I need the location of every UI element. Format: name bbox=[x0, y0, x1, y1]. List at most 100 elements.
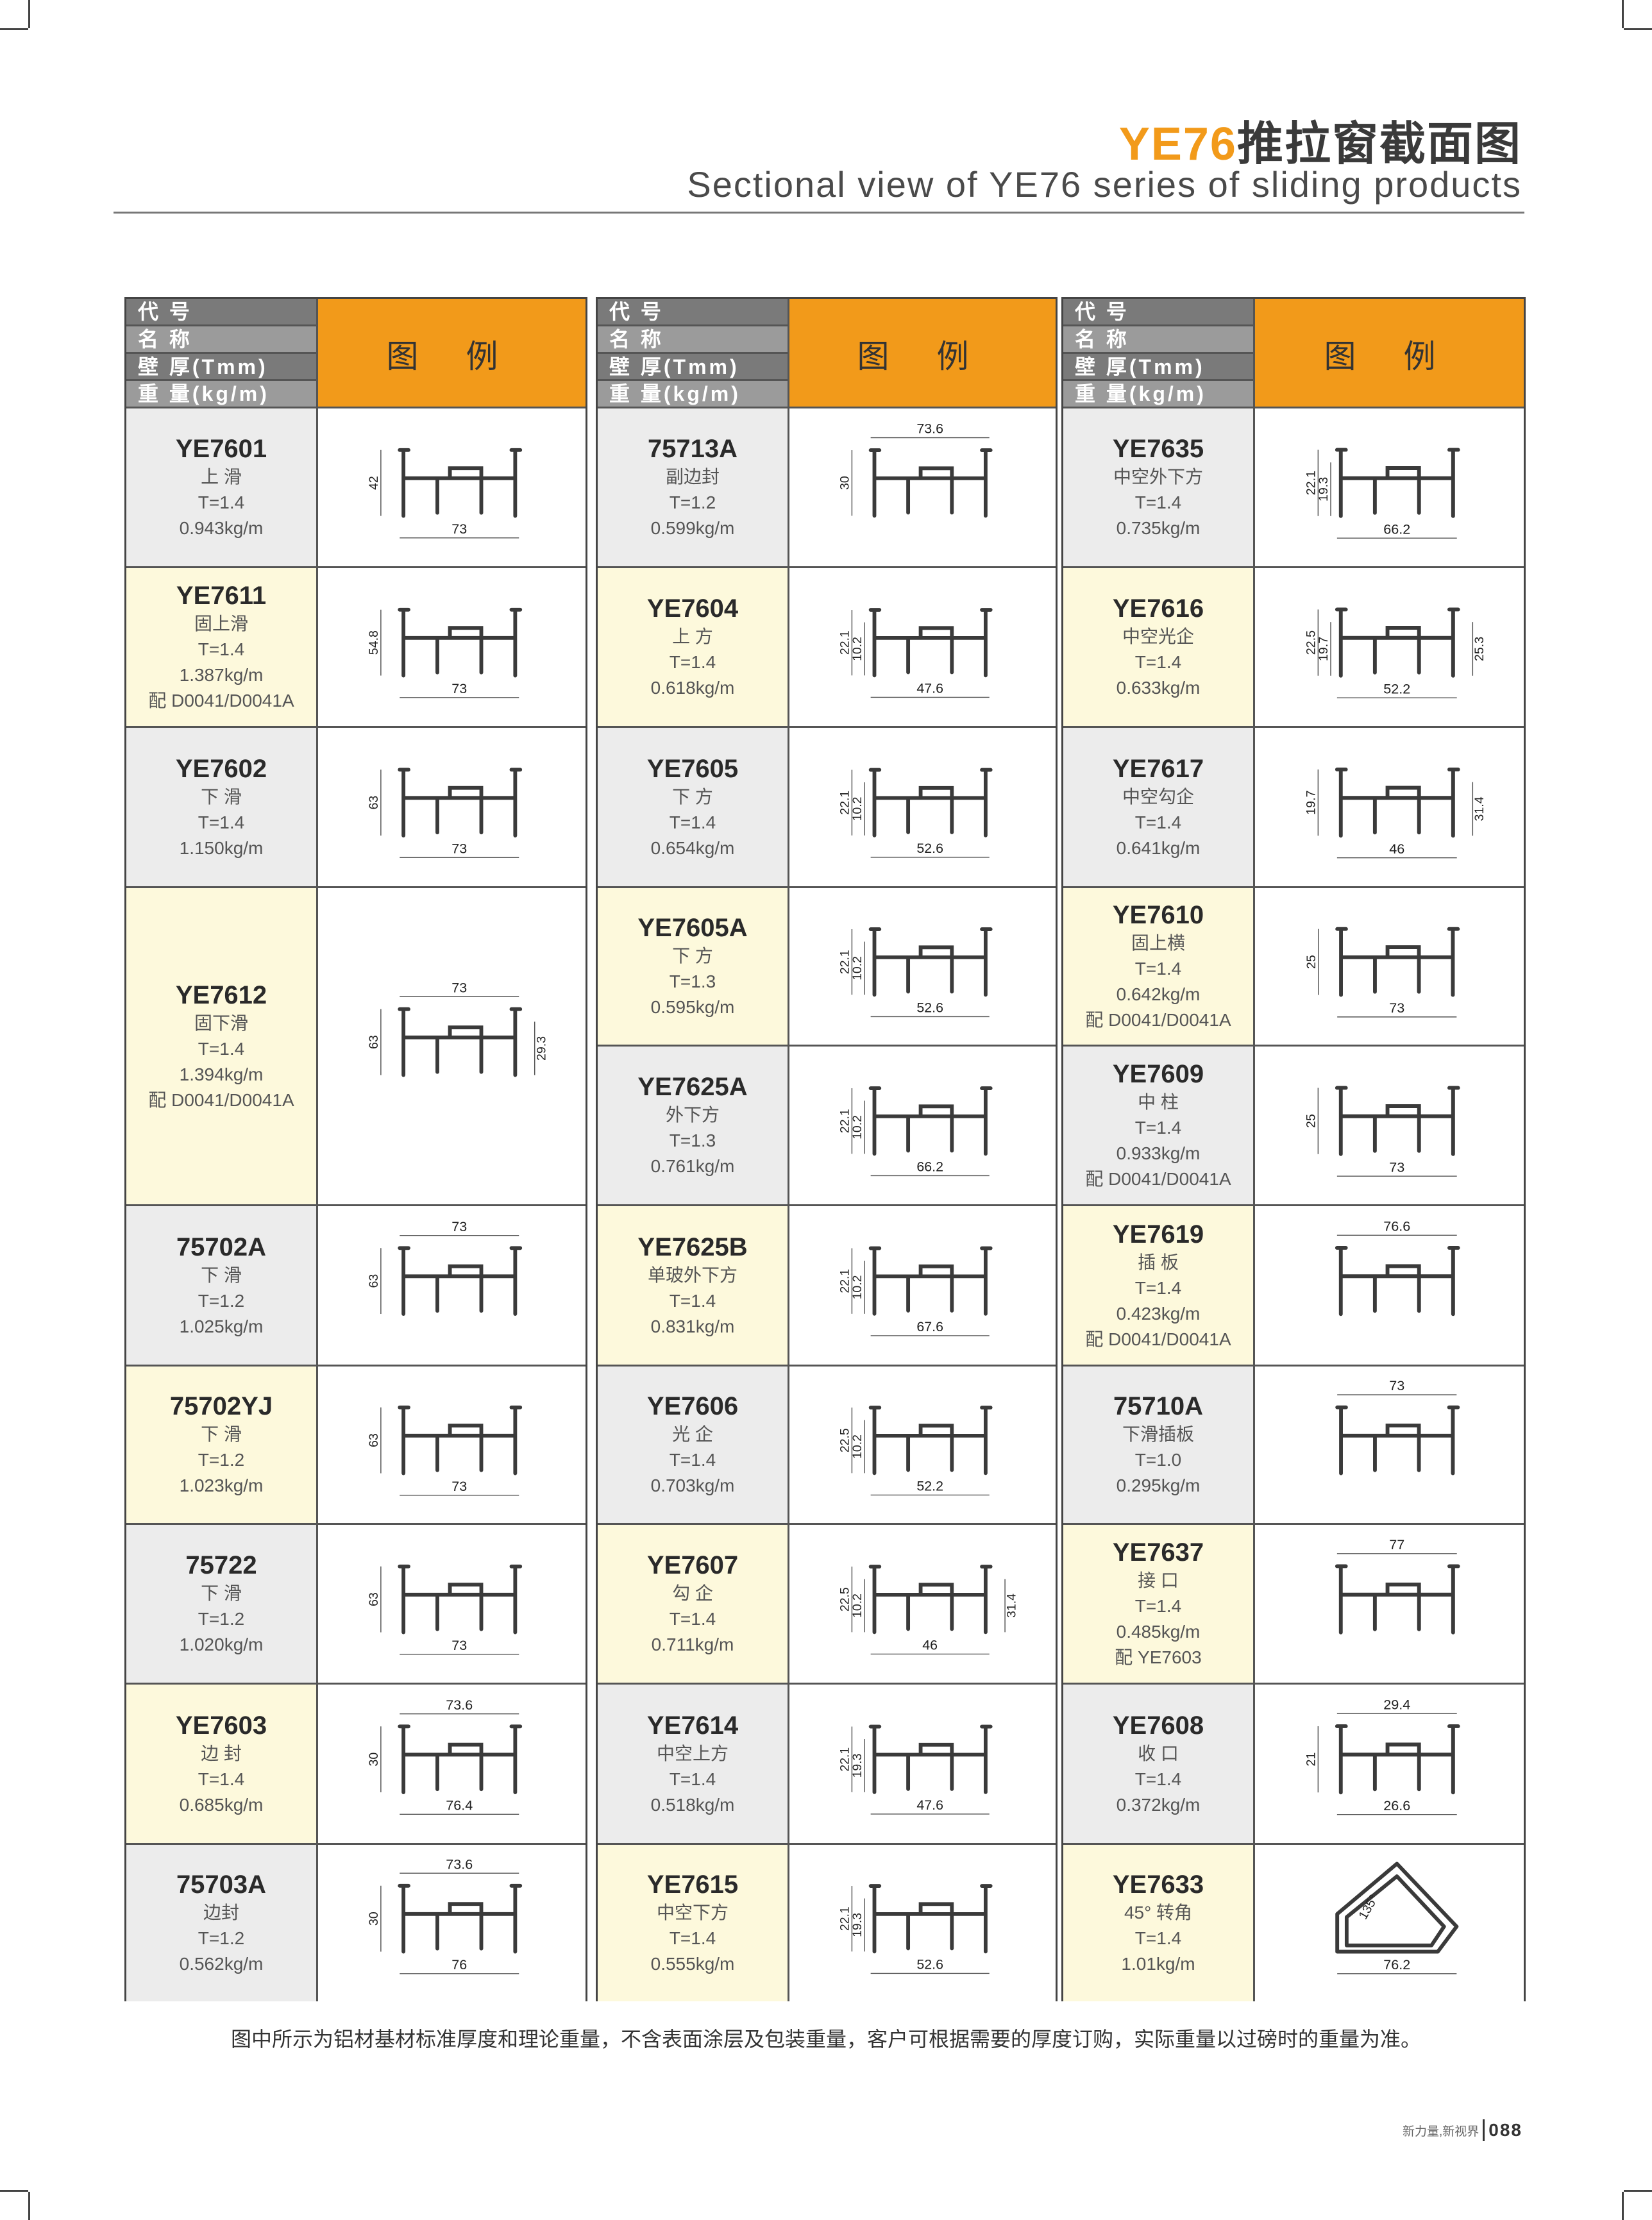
profile-section-svg: 135°76.2 bbox=[1335, 1862, 1459, 1974]
unit-weight: 0.685kg/m bbox=[179, 1794, 264, 1815]
page-footer: 新力量,新视界 088 bbox=[1403, 2119, 1522, 2141]
width-dimension: 52.6 bbox=[916, 1957, 943, 1972]
profile-shape bbox=[1335, 1564, 1460, 1635]
height-dimension: 22.1 bbox=[838, 1906, 852, 1931]
unit-weight: 1.01kg/m bbox=[1121, 1954, 1195, 1974]
profile-section-svg: 52.6 22.110.2 bbox=[838, 927, 993, 1018]
height-dimension: 22.1 bbox=[1304, 471, 1318, 495]
matching-parts: 配 D0041/D0041A bbox=[148, 1089, 294, 1110]
unit-weight: 1.394kg/m bbox=[179, 1064, 264, 1084]
width-dimension: 73 bbox=[451, 1479, 467, 1494]
wall-thickness: T=1.4 bbox=[1134, 812, 1182, 832]
unit-weight: 0.642kg/m bbox=[1116, 984, 1201, 1004]
section-drawing: 76 73.6 30 bbox=[316, 1845, 586, 2001]
profile-code: YE7602 bbox=[175, 754, 267, 783]
profile-code: YE7605 bbox=[646, 754, 739, 783]
profile-code: YE7607 bbox=[646, 1551, 739, 1579]
profile-shape bbox=[1335, 768, 1460, 838]
header-label: 名 称 bbox=[1063, 326, 1253, 354]
wall-thickness: T=1.4 bbox=[1134, 1769, 1182, 1789]
profile-code: 75703A bbox=[176, 1871, 267, 1899]
profile-name: 下 方 bbox=[672, 946, 713, 966]
height-dimension: 21 bbox=[1304, 1753, 1318, 1767]
profile-shape bbox=[1335, 1724, 1460, 1795]
profile-shape bbox=[1335, 1862, 1459, 1954]
profile-info: YE7606 光 企 T=1.4 0.703kg/m bbox=[598, 1366, 788, 1523]
table-row: YE7619 插 板 T=1.4 0.423kg/m 配 D0041/D0041A… bbox=[1063, 1204, 1524, 1365]
section-drawing: 47.6 22.1 19.3 bbox=[788, 1685, 1056, 1843]
section-drawing: 73 63 bbox=[316, 1525, 586, 1683]
profile-section-svg: 76 73.6 30 bbox=[367, 1856, 523, 1974]
wall-thickness: T=1.4 bbox=[1134, 492, 1182, 512]
unit-weight: 0.595kg/m bbox=[650, 997, 735, 1017]
unit-weight: 0.943kg/m bbox=[179, 518, 264, 538]
profile-name: 固下滑 bbox=[194, 1013, 248, 1033]
header-legend: 图 例 bbox=[316, 299, 586, 408]
header-label: 重 量(kg/m) bbox=[126, 381, 316, 408]
profile-code: YE7610 bbox=[1112, 901, 1204, 929]
profile-section-svg: 73 63 bbox=[367, 1564, 523, 1655]
unit-weight: 1.020kg/m bbox=[179, 1635, 264, 1654]
section-drawing: 73 63 bbox=[316, 1366, 586, 1523]
profile-info: YE7609 中 柱 T=1.4 0.933kg/m 配 D0041/D0041A bbox=[1063, 1047, 1253, 1204]
profile-name: 下 滑 bbox=[201, 786, 242, 807]
header-legend: 图 例 bbox=[788, 299, 1056, 408]
profile-name: 插 板 bbox=[1138, 1252, 1179, 1272]
unit-weight: 0.599kg/m bbox=[650, 518, 735, 538]
profile-info: YE7601 上 滑 T=1.4 0.943kg/m bbox=[126, 408, 316, 566]
profile-code: YE7617 bbox=[1112, 754, 1204, 783]
wall-thickness: T=1.4 bbox=[669, 652, 716, 672]
profile-info: 75722 下 滑 T=1.2 1.020kg/m bbox=[126, 1525, 316, 1683]
wall-thickness: T=1.4 bbox=[669, 1928, 716, 1948]
height-dimension: 63 bbox=[367, 1035, 381, 1049]
unit-weight: 0.933kg/m bbox=[1116, 1143, 1201, 1163]
header-label: 重 量(kg/m) bbox=[598, 381, 788, 408]
profile-shape bbox=[868, 1406, 993, 1476]
width-dimension: 66.2 bbox=[916, 1159, 943, 1175]
width-dimension: 46 bbox=[922, 1638, 938, 1653]
profile-shape bbox=[1335, 1086, 1460, 1156]
profile-section-svg: 46 19.7 31.4 bbox=[1304, 768, 1487, 859]
profile-code: YE7604 bbox=[646, 594, 739, 623]
height-dimension: 30 bbox=[367, 1753, 381, 1767]
profile-info: YE7619 插 板 T=1.4 0.423kg/m 配 D0041/D0041A bbox=[1063, 1206, 1253, 1365]
profile-code: YE7611 bbox=[176, 582, 267, 610]
profile-info: YE7625B 单玻外下方 T=1.4 0.831kg/m bbox=[598, 1206, 788, 1365]
table-row: YE7633 45° 转角 T=1.4 1.01kg/m 135° 76.2 bbox=[1063, 1843, 1524, 2001]
table-row: 75702A 下 滑 T=1.2 1.025kg/m 73 63 bbox=[126, 1204, 586, 1365]
header-label: 壁 厚(Tmm) bbox=[598, 353, 788, 382]
profile-name: 中空外下方 bbox=[1113, 467, 1203, 487]
profile-info: YE7602 下 滑 T=1.4 1.150kg/m bbox=[126, 728, 316, 886]
height-dimension: 19.7 bbox=[1317, 637, 1331, 661]
section-drawing: 66.2 22.1 10.2 bbox=[788, 1047, 1056, 1204]
header-label: 壁 厚(Tmm) bbox=[126, 353, 316, 382]
right-dimension: 29.3 bbox=[534, 1036, 548, 1061]
top-width-dimension: 73.6 bbox=[446, 1697, 473, 1713]
profile-name: 中空下方 bbox=[656, 1903, 729, 1922]
height-dimension: 54.8 bbox=[367, 630, 381, 655]
top-width-dimension: 73 bbox=[1389, 1377, 1404, 1393]
header-label: 代 号 bbox=[126, 299, 316, 326]
crop-mark bbox=[0, 28, 28, 30]
section-drawing: 73 25 bbox=[1253, 1047, 1524, 1204]
profile-shape bbox=[398, 448, 523, 518]
unit-weight: 0.641kg/m bbox=[1116, 837, 1201, 858]
width-dimension: 73 bbox=[451, 681, 467, 696]
unit-weight: 0.761kg/m bbox=[650, 1156, 735, 1176]
title-accent: YE76 bbox=[1118, 119, 1237, 170]
unit-weight: 0.555kg/m bbox=[650, 1954, 735, 1974]
crop-mark bbox=[1622, 2192, 1624, 2220]
height-dimension: 22.1 bbox=[838, 950, 852, 974]
matching-parts: 配 YE7603 bbox=[1115, 1647, 1202, 1667]
unit-weight: 0.831kg/m bbox=[650, 1316, 735, 1336]
height-dimension: 10.2 bbox=[850, 1275, 864, 1299]
profile-info: YE7625A 外下方 T=1.3 0.761kg/m bbox=[598, 1047, 788, 1204]
matching-parts: 配 D0041/D0041A bbox=[1085, 1329, 1231, 1349]
section-drawing: 52.2 22.5 10.2 bbox=[788, 1366, 1056, 1523]
profile-info: YE7616 中空光企 T=1.4 0.633kg/m bbox=[1063, 568, 1253, 726]
crop-mark bbox=[28, 0, 30, 28]
unit-weight: 0.703kg/m bbox=[650, 1476, 735, 1495]
wall-thickness: T=1.4 bbox=[198, 1038, 245, 1059]
height-dimension: 25 bbox=[1304, 955, 1319, 969]
profile-code: YE7633 bbox=[1112, 1871, 1204, 1899]
